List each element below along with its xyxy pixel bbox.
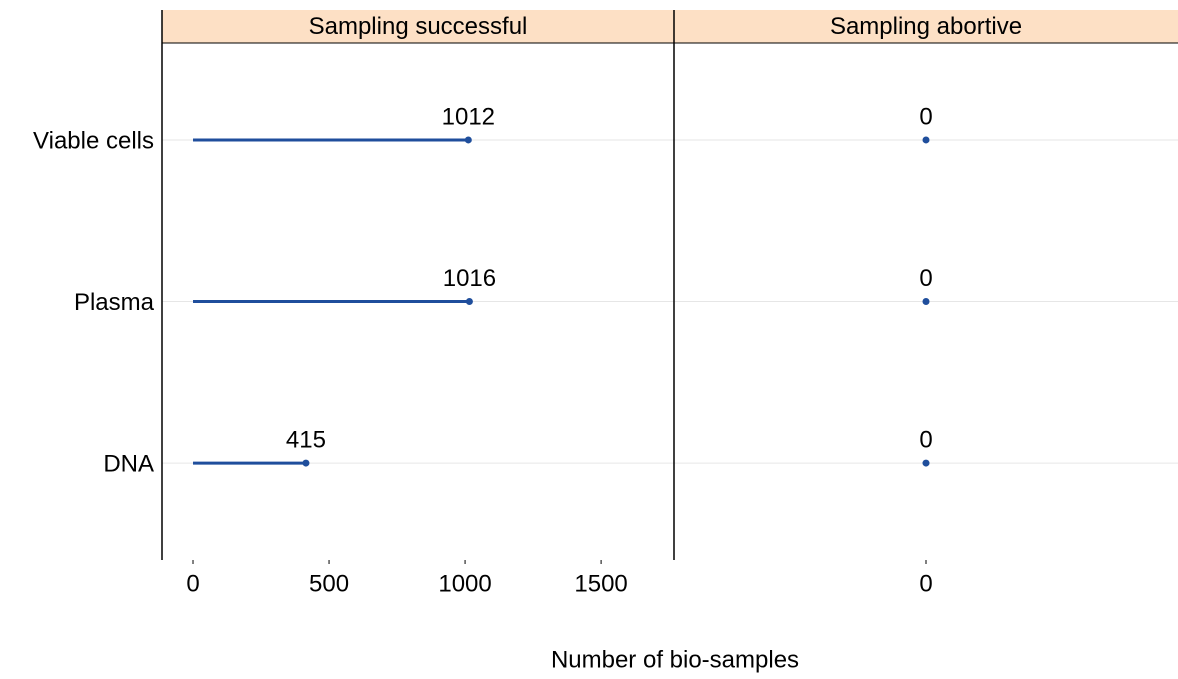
strip bbox=[674, 10, 1178, 43]
y-tick-label: Plasma bbox=[74, 289, 155, 316]
value-label: 415 bbox=[286, 426, 326, 453]
lollipop-dot bbox=[922, 136, 930, 144]
x-tick-label: 500 bbox=[309, 570, 349, 597]
strip-title: Sampling abortive bbox=[830, 13, 1022, 40]
x-tick-label: 1500 bbox=[574, 570, 627, 597]
y-tick-label: DNA bbox=[103, 450, 154, 477]
lollipop-dot bbox=[465, 298, 473, 305]
x-tick-label: 0 bbox=[186, 570, 199, 597]
value-label: 0 bbox=[919, 265, 932, 292]
strip-title: Sampling successful bbox=[309, 13, 528, 40]
y-tick-label: Viable cells bbox=[33, 127, 154, 154]
lollipop-dot bbox=[302, 459, 310, 467]
value-label: 0 bbox=[919, 103, 932, 130]
lollipop-dot bbox=[922, 298, 930, 305]
x-axis-label: Number of bio-samples bbox=[551, 646, 799, 673]
value-label: 0 bbox=[919, 426, 932, 453]
strip bbox=[162, 10, 674, 43]
lollipop-dot bbox=[464, 136, 472, 144]
value-label: 1016 bbox=[443, 265, 496, 292]
value-label: 1012 bbox=[442, 103, 495, 130]
x-tick-label: 0 bbox=[919, 570, 932, 597]
x-tick-label: 1000 bbox=[438, 570, 491, 597]
lollipop-dot bbox=[922, 459, 930, 467]
